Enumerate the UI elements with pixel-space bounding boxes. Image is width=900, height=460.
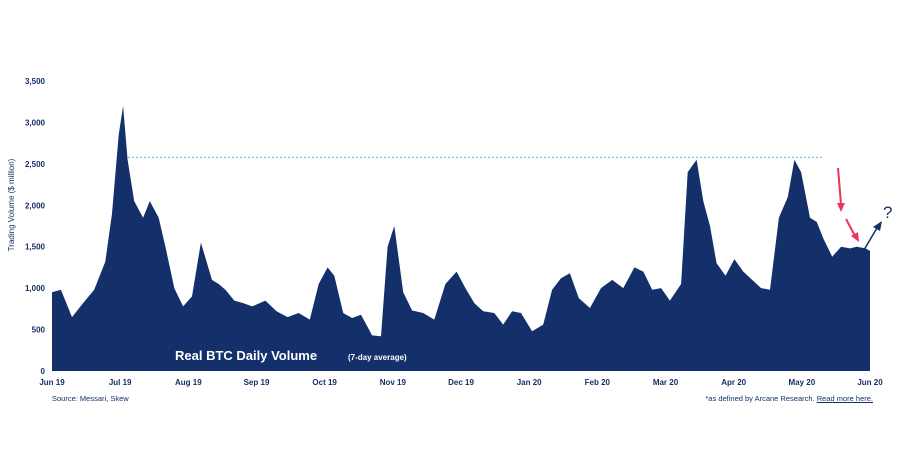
y-tick-label: 3,000 xyxy=(25,118,46,127)
y-tick-label: 2,500 xyxy=(25,160,46,169)
x-tick-label: Mar 20 xyxy=(653,378,679,387)
x-tick-label: Oct 19 xyxy=(312,378,337,387)
y-axis-title: Trading Volume ($ million) xyxy=(7,158,16,251)
x-tick-label: Aug 19 xyxy=(175,378,202,387)
x-tick-label: Feb 20 xyxy=(585,378,611,387)
y-tick-label: 2,000 xyxy=(25,201,46,210)
x-axis-ticks: Jun 19 Jul 19 Aug 19 Sep 19 Oct 19 Nov 19 Dec … xyxy=(39,378,883,387)
y-axis-ticks: 0 500 1,000 1,500 2,000 2,500 3,000 3,500 xyxy=(25,77,46,376)
definition-note: *as defined by Arcane Research. Read mor… xyxy=(705,394,873,403)
x-tick-label: Apr 20 xyxy=(721,378,746,387)
y-tick-label: 3,500 xyxy=(25,77,46,86)
down-arrow-1 xyxy=(837,167,842,205)
x-tick-label: Nov 19 xyxy=(380,378,407,387)
volume-area xyxy=(52,105,870,372)
x-tick-label: May 20 xyxy=(788,378,815,387)
down-arrow-2-head xyxy=(851,232,859,242)
up-arrow xyxy=(860,227,878,256)
x-tick-label: Jul 19 xyxy=(109,378,132,387)
y-tick-label: 0 xyxy=(41,367,46,376)
trend-arrows xyxy=(837,167,882,256)
x-tick-label: Jun 19 xyxy=(39,378,65,387)
down-arrow-2 xyxy=(845,218,856,237)
up-arrow-head xyxy=(873,221,882,231)
read-more-link[interactable]: Read more here. xyxy=(816,394,873,403)
down-arrow-1-head xyxy=(837,203,845,212)
x-tick-label: Sep 19 xyxy=(244,378,270,387)
x-tick-label: Jan 20 xyxy=(517,378,542,387)
chart-subtitle: (7-day average) xyxy=(348,353,407,362)
x-tick-label: Jun 20 xyxy=(857,378,883,387)
x-tick-label: Dec 19 xyxy=(448,378,474,387)
source-note: Source: Messari, Skew xyxy=(52,394,129,403)
chart-title: Real BTC Daily Volume xyxy=(175,348,317,363)
y-tick-label: 1,500 xyxy=(25,243,46,252)
y-tick-label: 1,000 xyxy=(25,284,46,293)
question-mark-annotation: ? xyxy=(883,203,892,222)
y-tick-label: 500 xyxy=(32,326,46,335)
definition-note-text: *as defined by Arcane Research. xyxy=(705,394,815,403)
